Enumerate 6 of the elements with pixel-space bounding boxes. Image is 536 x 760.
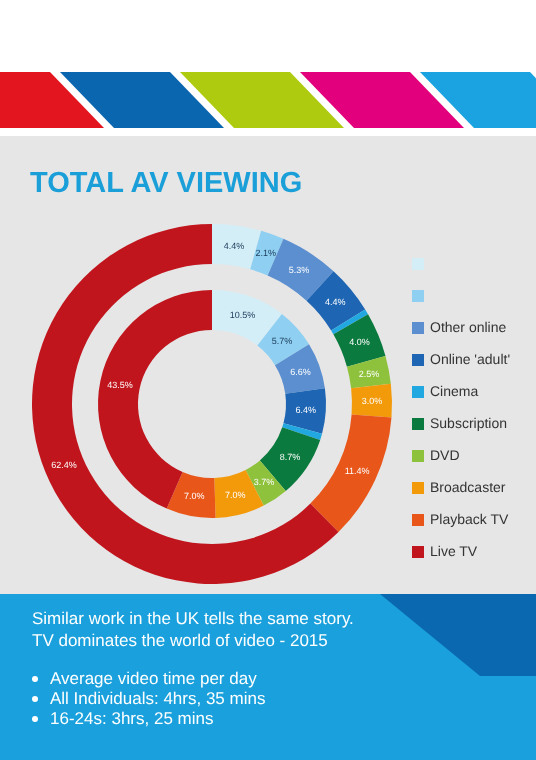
text: Average video time per day [50,668,257,688]
text: Similar work in the UK tells the same story. [32,608,356,630]
text: 16-24s: 3hrs, 25 mins [50,708,214,728]
text: TV dominates the world of video - 2015 [32,630,330,652]
text: All Individuals: 4hrs, 35 mins [50,688,266,708]
chart-title: TOTAL AV VIEWING [30,168,303,200]
